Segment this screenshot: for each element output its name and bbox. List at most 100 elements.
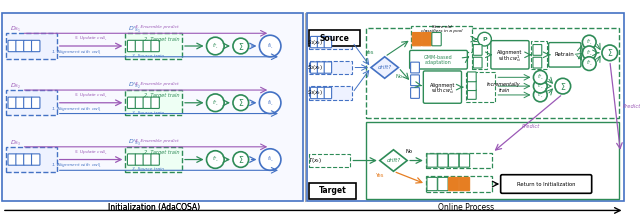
FancyBboxPatch shape	[438, 177, 448, 191]
FancyBboxPatch shape	[411, 88, 419, 98]
Text: 1. Alignment with $cw_{S_3}$: 1. Alignment with $cw_{S_3}$	[51, 162, 102, 170]
Text: Store old: Store old	[431, 25, 451, 29]
Text: $f_{S_3}$: $f_{S_3}$	[266, 155, 274, 164]
Circle shape	[259, 92, 281, 114]
FancyBboxPatch shape	[324, 87, 332, 99]
Bar	[411, 26, 472, 52]
Text: Initialization (AdaCOSA): Initialization (AdaCOSA)	[108, 203, 200, 212]
Circle shape	[207, 94, 224, 112]
Text: $f_{T_3}$: $f_{T_3}$	[212, 155, 219, 164]
Circle shape	[233, 95, 248, 111]
FancyBboxPatch shape	[427, 154, 437, 167]
FancyBboxPatch shape	[8, 40, 17, 52]
Text: Yes: Yes	[365, 50, 374, 55]
FancyBboxPatch shape	[317, 87, 324, 99]
Text: Initialization (AdaCOSA): Initialization (AdaCOSA)	[108, 203, 200, 212]
Circle shape	[602, 45, 618, 61]
FancyBboxPatch shape	[422, 32, 431, 46]
Text: 4. Ensemble predict: 4. Ensemble predict	[135, 139, 179, 143]
FancyBboxPatch shape	[151, 97, 159, 108]
FancyBboxPatch shape	[467, 81, 476, 91]
FancyBboxPatch shape	[410, 50, 467, 69]
Text: 5. Update $cw_{S_2}$: 5. Update $cw_{S_2}$	[74, 92, 108, 100]
Circle shape	[207, 151, 224, 168]
FancyBboxPatch shape	[449, 154, 459, 167]
Text: $\Sigma$: $\Sigma$	[559, 81, 566, 92]
Text: $f_{T_1}$: $f_{T_1}$	[537, 90, 544, 100]
FancyBboxPatch shape	[127, 40, 136, 52]
FancyBboxPatch shape	[135, 40, 144, 52]
Text: Return to Initialization: Return to Initialization	[517, 181, 575, 186]
FancyBboxPatch shape	[24, 40, 32, 52]
Bar	[6, 33, 57, 59]
Text: 4. Ensemble predict: 4. Ensemble predict	[135, 25, 179, 29]
Text: $f_{T_1}$: $f_{T_1}$	[586, 37, 593, 47]
Text: with $cw^1_{si}$: with $cw^1_{si}$	[499, 53, 522, 64]
Text: Incrementally: Incrementally	[487, 82, 521, 87]
FancyBboxPatch shape	[533, 57, 542, 68]
Text: $\Sigma$: $\Sigma$	[237, 97, 244, 108]
Text: $D_{S_3}$: $D_{S_3}$	[10, 138, 21, 148]
Circle shape	[259, 149, 281, 170]
Polygon shape	[371, 57, 398, 78]
FancyBboxPatch shape	[143, 154, 152, 165]
Text: Source: Source	[320, 34, 349, 43]
Text: $f_{T_3}$: $f_{T_3}$	[537, 72, 544, 82]
Circle shape	[555, 78, 571, 94]
Bar	[125, 147, 182, 172]
Text: No: No	[396, 74, 403, 79]
Text: $D_{S_2}$: $D_{S_2}$	[10, 81, 21, 91]
Text: $f_{T_2}$: $f_{T_2}$	[586, 48, 593, 58]
Text: $f_{S_1}$: $f_{S_1}$	[267, 41, 274, 51]
FancyBboxPatch shape	[411, 75, 419, 86]
Text: $S_2(x_t)$: $S_2(x_t)$	[307, 63, 324, 72]
Bar	[309, 183, 356, 199]
Text: 5. Update $cw_{S_3}$: 5. Update $cw_{S_3}$	[74, 149, 108, 157]
Bar	[6, 90, 57, 115]
Text: $f_{T_2}$: $f_{T_2}$	[537, 81, 544, 91]
Text: 4. Ensemble predict: 4. Ensemble predict	[135, 82, 179, 86]
Bar	[466, 72, 495, 102]
FancyBboxPatch shape	[16, 40, 24, 52]
Text: drift?: drift?	[387, 158, 401, 163]
Text: 2. Target train: 2. Target train	[144, 94, 179, 98]
Text: Yes: Yes	[376, 173, 384, 178]
Bar	[309, 86, 353, 100]
Text: Predict: Predict	[623, 104, 640, 109]
Circle shape	[207, 37, 224, 55]
FancyBboxPatch shape	[127, 97, 136, 108]
Text: $T(x_t)$: $T(x_t)$	[308, 156, 323, 165]
FancyBboxPatch shape	[24, 97, 32, 108]
FancyBboxPatch shape	[310, 62, 318, 73]
Text: $f_{T_2}$: $f_{T_2}$	[212, 98, 219, 108]
Text: 3. Source train: 3. Source train	[132, 54, 164, 58]
Bar	[531, 41, 547, 69]
FancyBboxPatch shape	[500, 175, 592, 193]
Text: with $cw^1_{si}$: with $cw^1_{si}$	[431, 86, 454, 96]
FancyBboxPatch shape	[8, 154, 17, 165]
FancyBboxPatch shape	[449, 177, 459, 191]
FancyBboxPatch shape	[151, 40, 159, 52]
FancyBboxPatch shape	[460, 177, 470, 191]
Text: classifiers in a pool: classifiers in a pool	[420, 29, 462, 33]
FancyBboxPatch shape	[135, 154, 144, 165]
Text: P: P	[482, 37, 487, 42]
Text: $S_1(x_t)$: $S_1(x_t)$	[307, 38, 324, 47]
Text: $D'_{S_3}$: $D'_{S_3}$	[128, 138, 141, 148]
FancyBboxPatch shape	[324, 62, 332, 73]
Text: 3. Source train: 3. Source train	[132, 111, 164, 115]
Bar	[125, 33, 182, 59]
Text: 2. Target train: 2. Target train	[144, 150, 179, 155]
FancyBboxPatch shape	[310, 36, 318, 48]
FancyBboxPatch shape	[473, 57, 482, 68]
FancyBboxPatch shape	[432, 32, 441, 46]
Text: Retrain: Retrain	[555, 52, 575, 57]
Text: $f_{T_3}$: $f_{T_3}$	[586, 59, 593, 68]
FancyBboxPatch shape	[423, 71, 461, 103]
Text: $f_{S_2}$: $f_{S_2}$	[267, 98, 274, 108]
FancyBboxPatch shape	[533, 45, 542, 55]
Text: $\Sigma$: $\Sigma$	[607, 47, 613, 58]
Text: 1. Alignment with $cw_{S_1}$: 1. Alignment with $cw_{S_1}$	[51, 49, 102, 57]
Text: 3. Source train: 3. Source train	[132, 167, 164, 171]
FancyBboxPatch shape	[31, 40, 40, 52]
